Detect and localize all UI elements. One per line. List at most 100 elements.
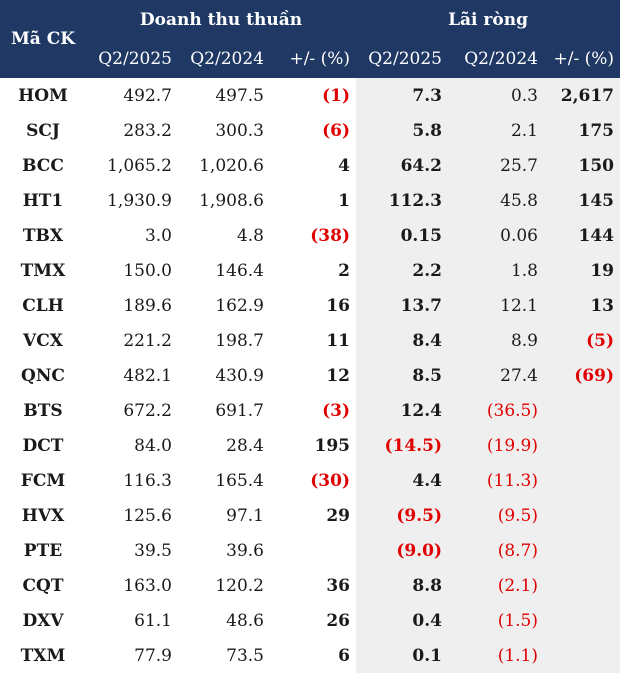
table-row: BCC 1,065.2 1,020.6 4 64.2 25.7 150 (0, 148, 620, 183)
revenue-q2-2025-cell: 3.0 (144, 225, 172, 246)
revenue-q2-2024-cell: 97.1 (226, 505, 264, 526)
revenue-q2-2025-cell: 163.0 (123, 575, 172, 596)
revenue-q2-2025-cell: 116.3 (123, 470, 172, 491)
table-body: HOM 492.7 497.5 (1) 7.3 0.3 2,617 SCJ 283.2 300.3… (0, 78, 620, 673)
revenue-q2-2025-cell: 150.0 (123, 260, 172, 281)
net-profit-q2-2025-cell: (9.5) (356, 498, 448, 533)
table-row: BTS 672.2 691.7 (3) 12.4 (36.5) (0, 393, 620, 428)
ticker-cell: CLH (22, 295, 64, 316)
ticker-cell: DCT (22, 435, 64, 456)
revenue-q2-2024-cell: 162.9 (215, 295, 264, 316)
net-profit-q2-2025-cell: 112.3 (356, 183, 448, 218)
revenue-q2-2025-cell: 283.2 (123, 120, 172, 141)
revenue-q2-2025-cell: 84.0 (134, 435, 172, 456)
ticker-cell: DXV (22, 610, 64, 631)
net-profit-q2-2024-cell: 27.4 (448, 358, 544, 393)
ticker-cell: HT1 (22, 190, 64, 211)
net-profit-q2-2024-cell: (8.7) (448, 533, 544, 568)
ticker-cell: FCM (20, 470, 66, 491)
revenue-q2-2024-cell: 691.7 (215, 400, 264, 421)
table-row: CQT 163.0 120.2 36 8.8 (2.1) (0, 568, 620, 603)
revenue-q2-2025-cell: 125.6 (123, 505, 172, 526)
ticker-cell: TXM (20, 645, 66, 666)
revenue-q2-2024-cell: 39.6 (226, 540, 264, 561)
net-profit-change-cell (544, 568, 620, 603)
ticker-cell: BCC (22, 155, 64, 176)
net-profit-q2-2025-cell: 13.7 (356, 288, 448, 323)
net-profit-change-cell: 144 (544, 218, 620, 253)
table-row: CLH 189.6 162.9 16 13.7 12.1 13 (0, 288, 620, 323)
net-profit-q2-2024-cell: 2.1 (448, 113, 544, 148)
revenue-q2-2024-cell: 120.2 (215, 575, 264, 596)
net-profit-q2-2024-cell: 0.06 (448, 218, 544, 253)
ticker-column-header: Mã CK (0, 0, 86, 78)
revenue-change-cell: (6) (322, 120, 350, 141)
net-profit-q2-2025-cell: (9.0) (356, 533, 448, 568)
revenue-q2-2024-cell: 28.4 (226, 435, 264, 456)
net-profit-change-cell: 13 (544, 288, 620, 323)
revenue-q2-2025-cell: 221.2 (123, 330, 172, 351)
net-profit-change-cell (544, 428, 620, 463)
table-row: TBX 3.0 4.8 (38) 0.15 0.06 144 (0, 218, 620, 253)
net-profit-q2-2024-cell: (9.5) (448, 498, 544, 533)
ticker-cell: TBX (22, 225, 64, 246)
net-profit-q2-2025-cell: 4.4 (356, 463, 448, 498)
net-profit-q2-2024-cell: 12.1 (448, 288, 544, 323)
table-row: VCX 221.2 198.7 11 8.4 8.9 (5) (0, 323, 620, 358)
revenue-q2-2025-cell: 1,930.9 (107, 190, 172, 211)
revenue-q2-2024-cell: 146.4 (215, 260, 264, 281)
net-profit-q2-2024-cell: 0.3 (448, 78, 544, 113)
revenue-q2-2024-cell: 73.5 (226, 645, 264, 666)
net-profit-q2-2024-cell: 8.9 (448, 323, 544, 358)
revenue-change-cell: 2 (338, 260, 350, 281)
revenue-q2-2024-cell: 198.7 (215, 330, 264, 351)
net-profit-q2-2025-cell: (14.5) (356, 428, 448, 463)
revenue-change-cell: 195 (314, 435, 351, 456)
net-profit-change-cell: 145 (544, 183, 620, 218)
net-profit-group-header: Lãi ròng (356, 0, 620, 40)
revenue-change-cell: 1 (338, 190, 350, 211)
net-profit-q2-2024-cell: (1.5) (448, 603, 544, 638)
net-profit-q2-2024-cell: 25.7 (448, 148, 544, 183)
table-row: HVX 125.6 97.1 29 (9.5) (9.5) (0, 498, 620, 533)
net-profit-change-cell (544, 638, 620, 673)
net-profit-q2-2025-cell: 0.15 (356, 218, 448, 253)
revenue-q2-2025-cell: 482.1 (123, 365, 172, 386)
revenue-q2-2025-cell: 1,065.2 (107, 155, 172, 176)
ticker-cell: HVX (21, 505, 65, 526)
table-header: Mã CK Doanh thu thuần Lãi ròng Q2/2025 Q… (0, 0, 620, 78)
table-row: HT1 1,930.9 1,908.6 1 112.3 45.8 145 (0, 183, 620, 218)
table-row: HOM 492.7 497.5 (1) 7.3 0.3 2,617 (0, 78, 620, 113)
net-profit-q2-2024-cell: (1.1) (448, 638, 544, 673)
ticker-cell: BTS (23, 400, 63, 421)
revenue-change-cell: 16 (326, 295, 350, 316)
revenue-change-cell: 36 (326, 575, 350, 596)
net-profit-q2-2024-header: Q2/2024 (448, 40, 544, 78)
net-profit-change-cell: (69) (544, 358, 620, 393)
revenue-change-cell: 26 (326, 610, 350, 631)
net-profit-q2-2025-cell: 64.2 (356, 148, 448, 183)
net-profit-q2-2024-cell: (19.9) (448, 428, 544, 463)
net-profit-q2-2025-cell: 0.1 (356, 638, 448, 673)
revenue-q2-2024-cell: 48.6 (226, 610, 264, 631)
net-profit-q2-2025-cell: 7.3 (356, 78, 448, 113)
net-profit-change-header: +/- (%) (544, 40, 620, 78)
net-profit-q2-2024-cell: 45.8 (448, 183, 544, 218)
ticker-cell: PTE (23, 540, 63, 561)
revenue-q2-2025-header: Q2/2025 (86, 40, 178, 78)
revenue-q2-2024-cell: 300.3 (215, 120, 264, 141)
net-profit-change-cell: (5) (544, 323, 620, 358)
revenue-change-cell: 4 (338, 155, 350, 176)
net-profit-change-cell (544, 533, 620, 568)
revenue-q2-2024-cell: 1,020.6 (199, 155, 264, 176)
revenue-q2-2025-cell: 492.7 (123, 85, 172, 106)
net-profit-change-cell (544, 603, 620, 638)
net-profit-change-cell: 175 (544, 113, 620, 148)
ticker-cell: TMX (20, 260, 66, 281)
net-profit-change-cell (544, 463, 620, 498)
revenue-change-cell (270, 533, 356, 568)
revenue-q2-2024-header: Q2/2024 (178, 40, 270, 78)
table-row: DXV 61.1 48.6 26 0.4 (1.5) (0, 603, 620, 638)
table-row: FCM 116.3 165.4 (30) 4.4 (11.3) (0, 463, 620, 498)
